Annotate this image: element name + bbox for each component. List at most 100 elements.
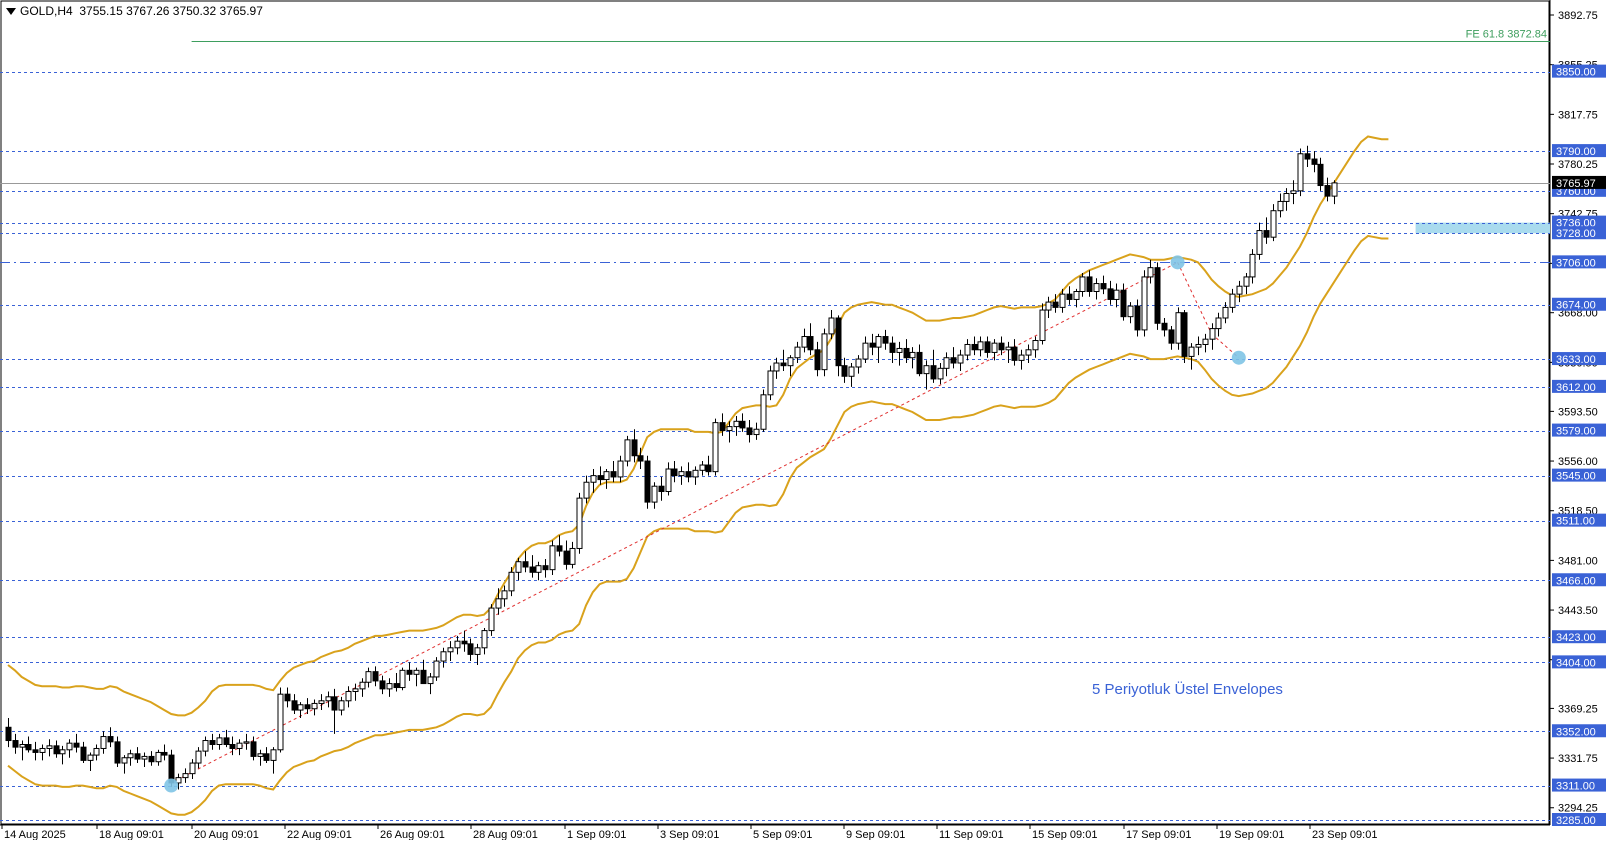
candle-bear [1181,312,1188,357]
envelopes-annotation: 5 Periyotluk Üstel Envelopes [1092,681,1283,698]
candle-bull [39,747,46,753]
candle-bull [474,647,481,655]
candle-bull [1032,340,1039,351]
pivot-marker-1 [1170,255,1185,270]
candle-bull [1222,306,1229,319]
candle-bull [665,468,672,493]
fe-label: FE 61.8 3872.84 [1466,29,1547,41]
candle-bear [882,336,889,344]
level-price-label: 3404.00 [1556,657,1596,669]
candle-bear [393,683,400,689]
level-price-label: 3466.00 [1556,575,1596,587]
level-price-label: 3311.00 [1556,781,1595,793]
level-price-label: 3285.00 [1556,815,1596,827]
candle-bull [692,469,699,478]
y-tick-label: 3481.00 [1558,555,1598,567]
candle-bear [161,751,168,756]
candle-bull [773,362,780,372]
candle-bear [971,343,978,351]
candle-bear [209,740,216,746]
candle-bull [1331,182,1338,197]
candle-bear [1161,322,1168,331]
candle-bear [5,726,12,742]
candle-bear [950,357,957,364]
candle-bull [760,394,767,430]
collapse-triangle-icon[interactable] [6,8,16,16]
candle-bull [1093,283,1100,293]
candle-bear [80,746,87,761]
level-price-box [1552,813,1606,826]
x-tick-label: 5 Sep 09:01 [753,829,812,840]
level-price-label: 3790.00 [1556,146,1596,158]
level-price-box [1552,255,1606,269]
x-tick-label: 18 Aug 09:01 [99,829,164,840]
candle-bear [1100,283,1107,290]
candle-bull [236,742,243,749]
y-tick-label: 3593.50 [1558,406,1598,418]
candle-bear [597,475,604,481]
level-price-label: 3728.00 [1556,228,1596,240]
candle-bull [1113,289,1120,300]
candle-bull [59,749,66,755]
candle-bull [909,351,916,359]
candle-bull [678,471,685,477]
candle-bear [658,485,665,493]
candle-bull [318,700,325,704]
candle-bear [780,362,787,367]
candle-bull [121,757,128,764]
candle-bear [984,341,991,353]
candle-bear [114,741,121,764]
candle-bear [1066,293,1073,300]
candle-bull [1283,192,1290,202]
candle-bull [977,341,984,351]
candle-bull [1005,346,1012,351]
candle-bull [175,777,182,784]
candle-bull [576,497,583,549]
candle-bear [291,700,298,711]
candle-bear [529,566,536,573]
candle-bull [801,336,808,348]
candle-bear [556,545,563,552]
candle-bull [875,336,882,348]
candle-bear [1304,153,1311,160]
current-price-box [1552,175,1606,189]
x-tick-label: 20 Aug 09:01 [194,829,259,840]
candle-bull [19,744,26,748]
level-price-box [1552,352,1606,366]
y-tick-label: 3817.75 [1558,109,1598,121]
pivot-marker-0 [164,778,179,793]
candle-bull [1073,291,1080,300]
candle-bull [481,630,488,649]
candle-bull [590,475,597,483]
candle-bear [331,696,338,711]
candle-bull [270,749,277,761]
candle-bear [1263,230,1270,238]
symbol-name: GOLD,H4 [20,4,73,18]
candle-bull [753,428,760,436]
trend-line-0 [170,261,1178,784]
candle-bull [1039,309,1046,342]
candle-bear [610,471,617,478]
candle-bull [66,742,73,751]
level-price-label: 3423.00 [1556,632,1596,644]
pivot-marker-2 [1231,350,1246,365]
candle-bull [359,681,366,690]
candle-bear [1154,267,1161,324]
candle-bull [1277,200,1284,212]
candle-bull [495,598,502,609]
candle-bull [1290,190,1297,194]
candle-bear [1134,305,1141,331]
candle-bear [685,471,692,478]
candle-bear [1120,289,1127,318]
envelope-upper [7,135,1389,717]
candle-bull [352,688,359,693]
candle-bear [1107,288,1114,300]
level-price-box [1552,144,1606,158]
candle-bull [937,367,944,380]
symbol-header: GOLD,H4 3755.15 3767.26 3750.32 3765.97 [6,4,263,18]
candle-bull [338,700,345,711]
candle-bear [223,737,230,746]
candle-bull [535,565,542,573]
